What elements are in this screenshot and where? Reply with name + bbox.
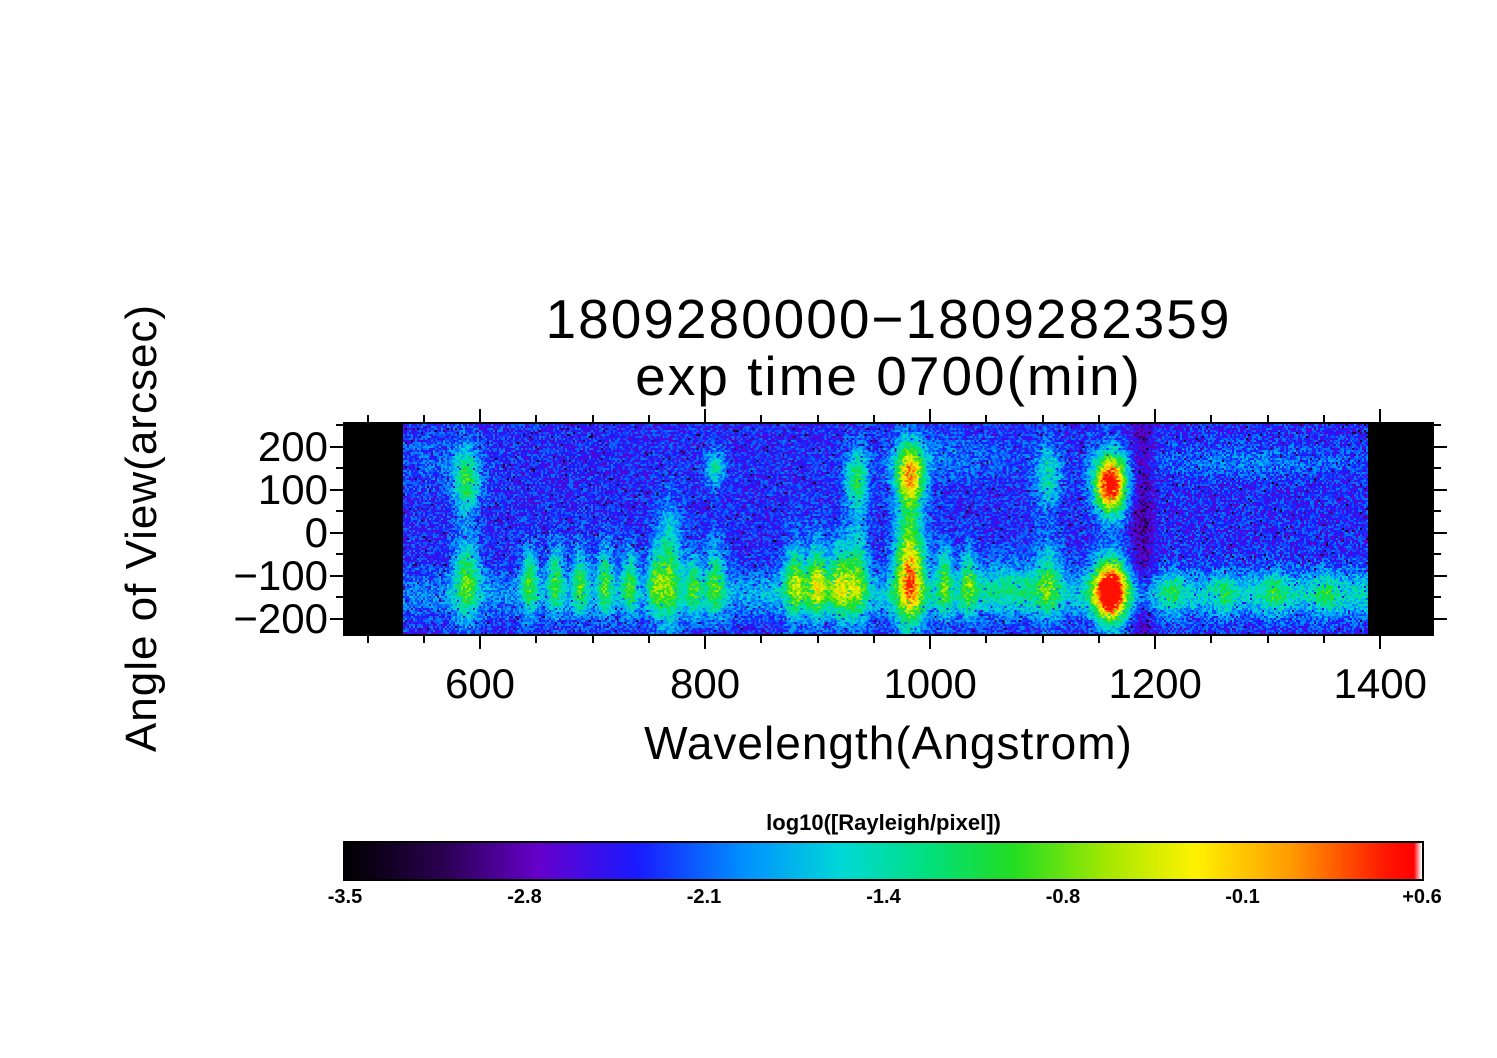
axis-tick-mark: [647, 636, 650, 643]
axis-tick-mark: [760, 415, 763, 422]
axis-tick-mark: [760, 636, 763, 643]
x-tick-label: 1200: [1108, 660, 1202, 707]
colorbar-tick-label: -2.1: [686, 886, 722, 908]
axis-tick-mark: [479, 636, 482, 649]
axis-tick-mark: [929, 636, 932, 649]
axis-tick-mark: [330, 574, 343, 577]
axis-tick-mark: [985, 636, 988, 643]
axis-tick-mark: [366, 415, 369, 422]
axis-tick-mark: [1210, 636, 1213, 643]
axis-tick-mark: [535, 636, 538, 643]
axis-tick-mark: [591, 415, 594, 422]
colorbar-tick-label: +0.6: [1402, 886, 1442, 908]
axis-tick-mark: [366, 636, 369, 643]
axis-tick-mark: [1322, 636, 1325, 643]
axis-tick-mark: [704, 409, 707, 422]
axis-tick-mark: [1434, 467, 1441, 470]
axis-tick-mark: [422, 636, 425, 643]
colorbar-tick-label: -1.4: [866, 886, 901, 908]
x-tick-label: 800: [670, 660, 741, 707]
axis-tick-mark: [336, 596, 343, 599]
axis-tick-mark: [1434, 574, 1447, 577]
axis-tick-mark: [1041, 415, 1044, 422]
axis-tick-mark: [872, 636, 875, 643]
axis-tick-mark: [929, 409, 932, 422]
axis-tick-mark: [336, 510, 343, 513]
y-tick-label: 100: [257, 465, 328, 513]
axis-tick-mark: [1266, 415, 1269, 422]
y-tick-label: −100: [233, 551, 328, 599]
axis-tick-mark: [1434, 531, 1447, 534]
axis-tick-mark: [872, 415, 875, 422]
axis-tick-mark: [330, 531, 343, 534]
axis-tick-mark: [330, 488, 343, 491]
axis-tick-mark: [1322, 415, 1325, 422]
axis-tick-mark: [647, 415, 650, 422]
plot-title-line1: 1809280000−1809282359: [545, 288, 1232, 350]
y-tick-label: −200: [233, 594, 328, 642]
axis-tick-mark: [1434, 488, 1447, 491]
axis-tick-mark: [816, 415, 819, 422]
axis-tick-mark: [1434, 445, 1447, 448]
axis-tick-mark: [985, 415, 988, 422]
colorbar-tick-label: -2.8: [507, 886, 542, 908]
axis-tick-mark: [336, 553, 343, 556]
axis-tick-mark: [704, 636, 707, 649]
axis-tick-mark: [336, 424, 343, 427]
axis-tick-mark: [1041, 636, 1044, 643]
axis-tick-mark: [1379, 636, 1382, 649]
axis-tick-mark: [1379, 409, 1382, 422]
axis-tick-mark: [1434, 617, 1447, 620]
axis-tick-mark: [1097, 636, 1100, 643]
axis-tick-mark: [535, 415, 538, 422]
colorbar-tick-label: -3.5: [327, 886, 363, 908]
axis-tick-mark: [1154, 636, 1157, 649]
colorbar-tick-label: -0.8: [1045, 886, 1081, 908]
axis-tick-mark: [336, 467, 343, 470]
axis-tick-mark: [1210, 415, 1213, 422]
colorbar-label: log10([Rayleigh/pixel]): [766, 810, 1001, 835]
axis-tick-mark: [330, 617, 343, 620]
axis-tick-mark: [479, 409, 482, 422]
plot-title-line2: exp time 0700(min): [635, 345, 1142, 407]
spectrogram-heatmap: [345, 424, 1432, 634]
x-axis-label: Wavelength(Angstrom): [644, 717, 1133, 769]
x-tick-label: 1000: [883, 660, 977, 707]
axis-tick-mark: [422, 415, 425, 422]
axis-tick-mark: [1266, 636, 1269, 643]
axis-tick-mark: [1097, 415, 1100, 422]
axis-tick-mark: [1154, 409, 1157, 422]
colorbar-tick-label: -0.1: [1225, 886, 1260, 908]
y-tick-label: 0: [304, 508, 328, 556]
axis-tick-mark: [591, 636, 594, 643]
axis-tick-mark: [330, 445, 343, 448]
colorbar-gradient: [345, 843, 1422, 879]
axis-tick-mark: [1434, 510, 1441, 513]
axis-tick-mark: [816, 636, 819, 643]
x-tick-label: 600: [444, 660, 516, 707]
x-tick-label: 1400: [1333, 660, 1427, 707]
axis-tick-mark: [1434, 424, 1441, 427]
axis-tick-mark: [1434, 596, 1441, 599]
y-tick-label: 200: [257, 422, 328, 470]
axis-tick-mark: [1434, 553, 1441, 556]
